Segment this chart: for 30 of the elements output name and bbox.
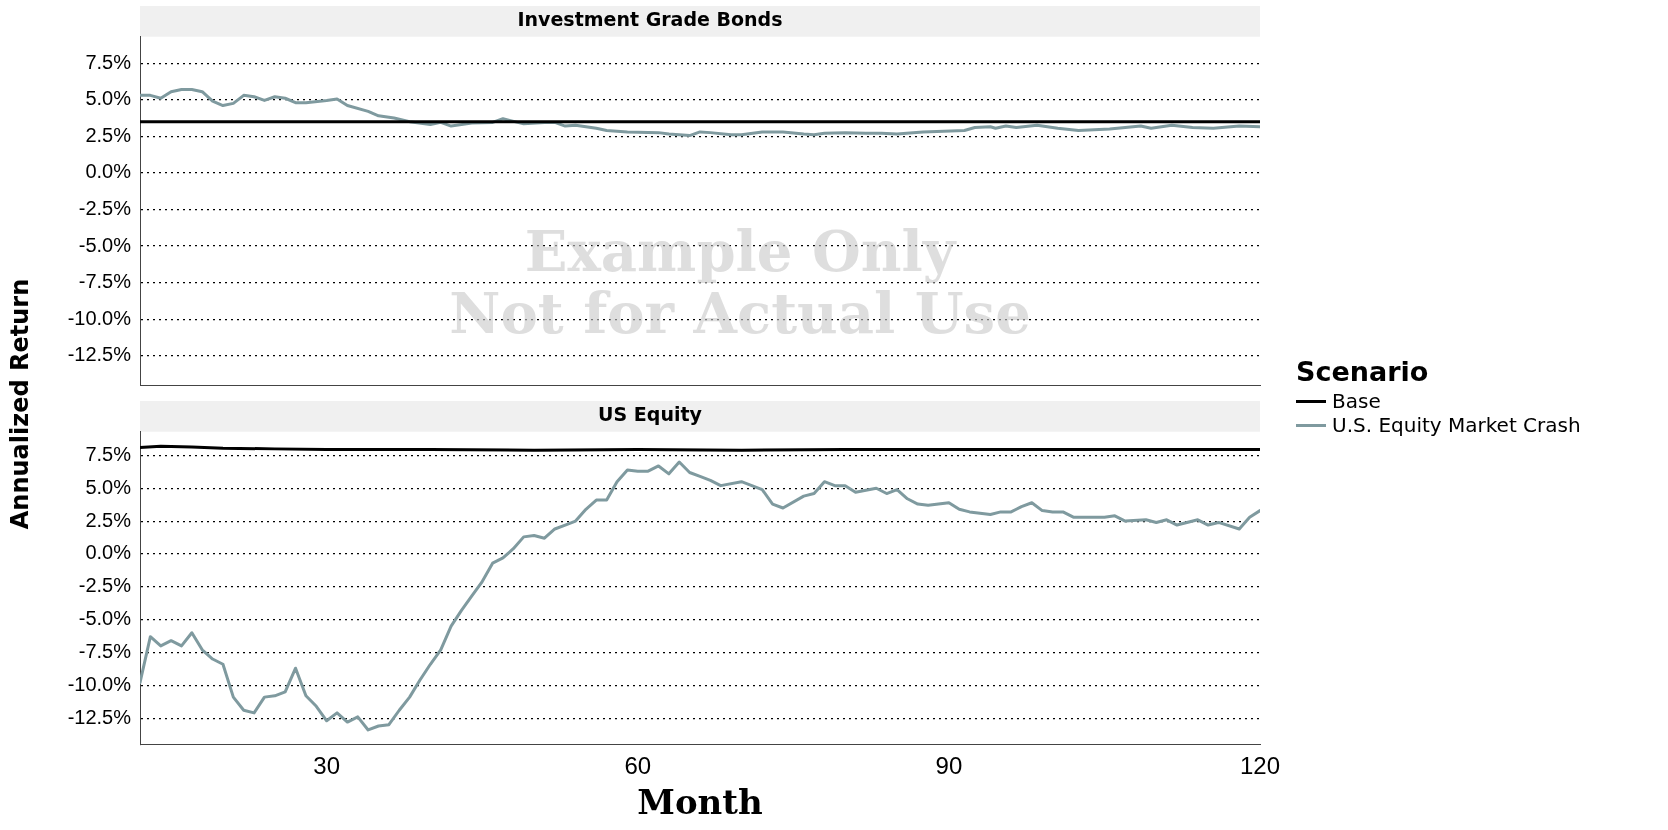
- y-tick-label: -5.0%: [78, 607, 132, 630]
- chart-title: Investment Grade Bonds: [517, 8, 783, 31]
- y-tick-label: 7.5%: [85, 50, 132, 73]
- x-tick-label: 120: [1239, 752, 1281, 780]
- y-tick-label: 5.0%: [85, 475, 132, 498]
- y-tick-label: -10.0%: [67, 306, 132, 329]
- y-tick-label: 2.5%: [85, 123, 132, 146]
- y-tick-label: 7.5%: [85, 442, 132, 465]
- chart-title: US Equity: [598, 403, 703, 426]
- annotation: Example Only Not for Actual Use: [449, 218, 1031, 347]
- y-tick-label: -2.5%: [78, 196, 132, 219]
- x-axis-title: Month: [637, 782, 763, 823]
- x-tick-label: 30: [313, 752, 341, 780]
- y-tick-label: -2.5%: [78, 574, 132, 597]
- y-tick-label: 2.5%: [85, 508, 132, 531]
- legend-label: Base: [1332, 389, 1381, 413]
- y-tick-label: -12.5%: [67, 705, 132, 728]
- y-tick-label: -7.5%: [78, 639, 132, 662]
- y-tick-label: 0.0%: [85, 541, 132, 564]
- x-tick-label: 90: [935, 752, 963, 780]
- y-tick-label: -10.0%: [67, 672, 132, 695]
- y-tick-label: -12.5%: [67, 343, 132, 366]
- y-tick-label: -5.0%: [78, 233, 132, 256]
- legend-label: U.S. Equity Market Crash: [1332, 413, 1581, 437]
- y-tick-label: 0.0%: [85, 160, 132, 183]
- y-tick-label: -7.5%: [78, 270, 132, 293]
- x-tick-label: 60: [624, 752, 652, 780]
- y-tick-label: 5.0%: [85, 87, 132, 110]
- legend-title: Scenario: [1296, 356, 1430, 387]
- y-axis-title: Annualized Return: [6, 277, 34, 532]
